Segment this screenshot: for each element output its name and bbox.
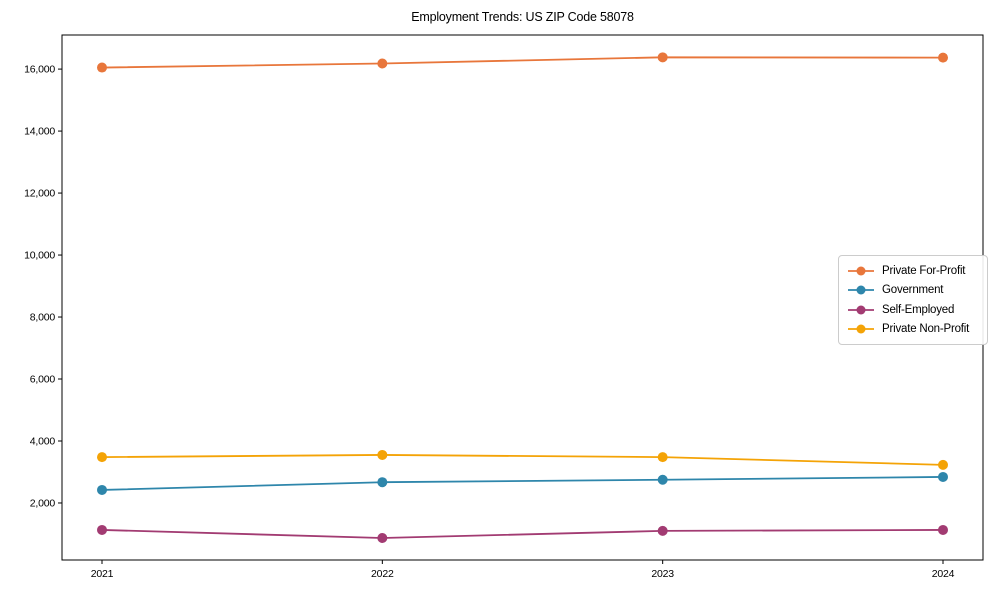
data-point-private-for-profit <box>657 52 668 63</box>
legend-label: Private For-Profit <box>882 265 966 277</box>
data-point-self-employed <box>97 524 107 535</box>
series-line-private-non-profit <box>101 454 944 466</box>
y-tick-label: 10,000 <box>24 250 55 262</box>
data-point-private-for-profit <box>97 62 107 73</box>
data-point-self-employed <box>657 525 668 536</box>
legend: Private For-Profit Government Self-Employe… <box>838 255 988 345</box>
chart-title: Employment Trends: US ZIP Code 58078 <box>411 10 634 24</box>
data-point-private-non-profit <box>97 452 107 463</box>
legend-label: Government <box>882 284 944 297</box>
x-tick-label: 2022 <box>371 568 394 580</box>
y-tick-label: 8,000 <box>30 312 56 324</box>
series-line-private-for-profit <box>101 56 944 69</box>
y-tick-label: 2,000 <box>30 497 56 509</box>
data-point-self-employed <box>377 532 388 543</box>
x-tick-label: 2021 <box>91 568 114 580</box>
legend-line-marker-icon <box>848 305 874 315</box>
y-tick-label: 16,000 <box>24 64 55 76</box>
y-tick-label: 12,000 <box>24 188 55 200</box>
series-line-government <box>101 476 944 491</box>
legend-item: Private For-Profit <box>847 262 979 280</box>
data-point-private-for-profit <box>377 58 388 69</box>
legend-item: Government <box>847 281 979 299</box>
x-tick-label: 2023 <box>651 568 674 580</box>
data-point-private-non-profit <box>377 449 388 460</box>
legend-item: Self-Employed <box>847 301 979 319</box>
legend-item: Private Non-Profit <box>847 320 979 338</box>
legend-label: Self-Employed <box>882 303 955 316</box>
data-point-private-non-profit <box>938 459 948 470</box>
y-tick-label: 14,000 <box>24 126 55 138</box>
data-point-government <box>97 484 107 495</box>
data-point-government <box>377 477 388 488</box>
legend-line-marker-icon <box>848 285 874 295</box>
series-line-self-employed <box>101 529 944 539</box>
legend-line-marker-icon <box>848 266 874 276</box>
x-tick-label: 2024 <box>932 568 955 580</box>
legend-label: Private Non-Profit <box>882 322 970 335</box>
data-point-government <box>938 471 948 482</box>
data-point-private-for-profit <box>938 52 948 63</box>
data-point-private-non-profit <box>657 452 668 463</box>
data-point-government <box>657 474 668 485</box>
legend-line-marker-icon <box>848 324 874 334</box>
y-tick-label: 4,000 <box>30 435 56 447</box>
data-point-self-employed <box>938 524 948 535</box>
y-tick-label: 6,000 <box>30 374 56 386</box>
